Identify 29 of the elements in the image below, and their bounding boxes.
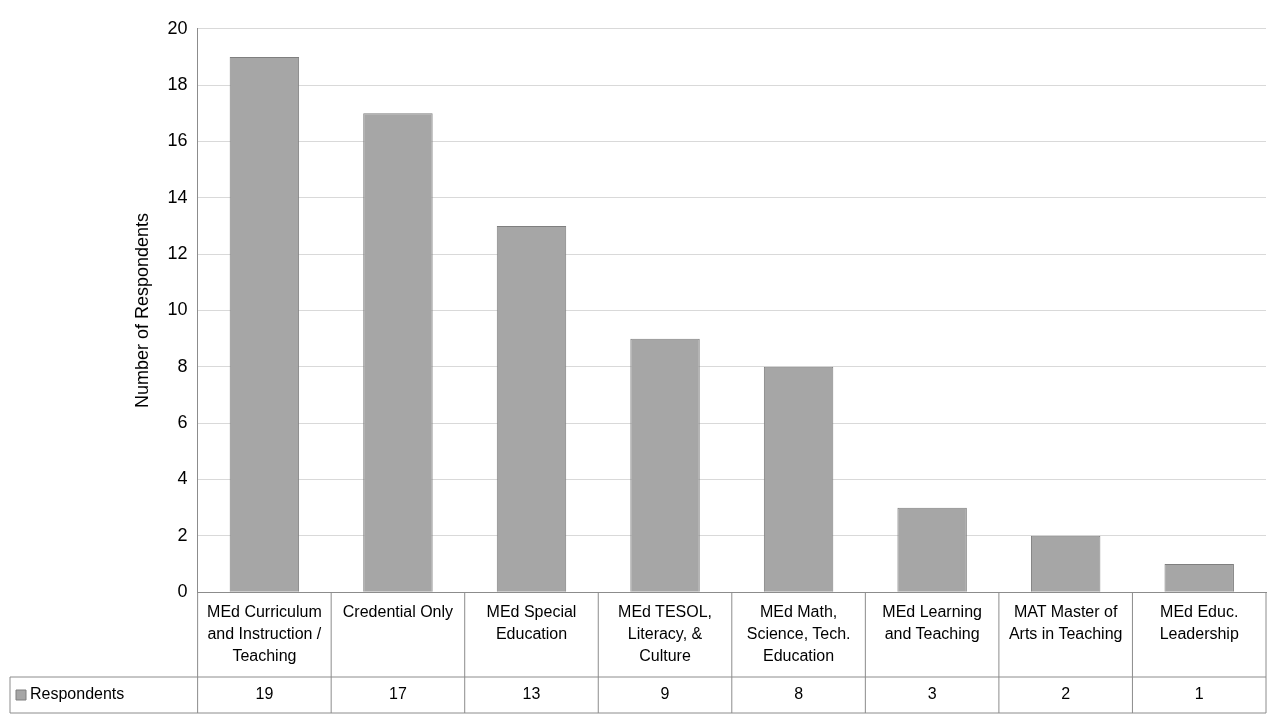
data-label: 8 [794,685,804,703]
x-tick-label: MEd Curriculum and Instruction / Teaching [207,603,322,664]
legend-label: Respondents [30,685,125,703]
data-label: 19 [255,685,274,703]
y-tick-label: 16 [167,130,188,151]
y-tick-label: 8 [177,355,188,376]
data-label: 17 [389,685,407,703]
x-tick-label: MAT Master of Arts in Teaching [1008,603,1123,643]
data-label: 2 [1061,685,1071,703]
y-tick-label: 6 [177,412,188,433]
y-tick-label: 0 [177,581,188,602]
y-tick-label: 10 [167,299,188,320]
data-label: 9 [660,685,670,703]
y-tick-label: 18 [167,74,188,95]
y-tick-label: 2 [177,524,188,545]
x-tick-label: MEd Learning and Teaching [882,603,982,643]
data-label: 13 [522,685,541,703]
y-axis-title: Number of Respondents [131,212,152,409]
x-tick-label: MEd Educ. Leadership [1159,603,1239,643]
y-tick-label: 12 [167,243,188,264]
x-tick-label: Credential Only [342,603,454,621]
y-tick-label: 20 [167,17,188,38]
data-label: 1 [1194,685,1204,703]
data-label: 3 [927,685,937,703]
x-tick-label: MEd TESOL, Literacy, & Culture [618,603,713,664]
x-tick-label: MEd Special Education [486,603,577,643]
y-tick-label: 4 [177,468,188,489]
y-tick-label: 14 [167,186,188,207]
x-tick-label: MEd Math, Science, Tech. Education [746,603,851,664]
